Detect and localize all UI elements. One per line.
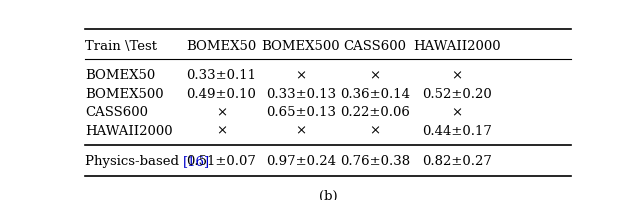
Text: 0.33±0.13: 0.33±0.13 bbox=[266, 88, 336, 101]
Text: HAWAII2000: HAWAII2000 bbox=[413, 40, 500, 53]
Text: ×: × bbox=[216, 106, 227, 119]
Text: ×: × bbox=[369, 125, 381, 138]
Text: 0.65±0.13: 0.65±0.13 bbox=[266, 106, 336, 119]
Text: BOMEX500: BOMEX500 bbox=[85, 88, 164, 101]
Text: ×: × bbox=[295, 69, 307, 82]
Text: 0.22±0.06: 0.22±0.06 bbox=[340, 106, 410, 119]
Text: [16]: [16] bbox=[183, 155, 211, 168]
Text: BOMEX50: BOMEX50 bbox=[85, 69, 156, 82]
Text: 0.97±0.24: 0.97±0.24 bbox=[266, 155, 336, 168]
Text: 0.76±0.38: 0.76±0.38 bbox=[340, 155, 410, 168]
Text: 0.44±0.17: 0.44±0.17 bbox=[422, 125, 492, 138]
Text: CASS600: CASS600 bbox=[85, 106, 148, 119]
Text: HAWAII2000: HAWAII2000 bbox=[85, 125, 173, 138]
Text: ×: × bbox=[451, 106, 463, 119]
Text: 0.52±0.20: 0.52±0.20 bbox=[422, 88, 492, 101]
Text: ×: × bbox=[369, 69, 381, 82]
Text: Train \Test: Train \Test bbox=[85, 40, 157, 53]
Text: BOMEX50: BOMEX50 bbox=[186, 40, 257, 53]
Text: 0.33±0.11: 0.33±0.11 bbox=[186, 69, 257, 82]
Text: 0.36±0.14: 0.36±0.14 bbox=[340, 88, 410, 101]
Text: 0.49±0.10: 0.49±0.10 bbox=[186, 88, 256, 101]
Text: ×: × bbox=[295, 125, 307, 138]
Text: CASS600: CASS600 bbox=[344, 40, 406, 53]
Text: (b): (b) bbox=[319, 190, 337, 200]
Text: ×: × bbox=[451, 69, 463, 82]
Text: BOMEX500: BOMEX500 bbox=[261, 40, 340, 53]
Text: Physics-based: Physics-based bbox=[85, 155, 183, 168]
Text: 0.82±0.27: 0.82±0.27 bbox=[422, 155, 492, 168]
Text: 0.51±0.07: 0.51±0.07 bbox=[186, 155, 256, 168]
Text: ×: × bbox=[216, 125, 227, 138]
